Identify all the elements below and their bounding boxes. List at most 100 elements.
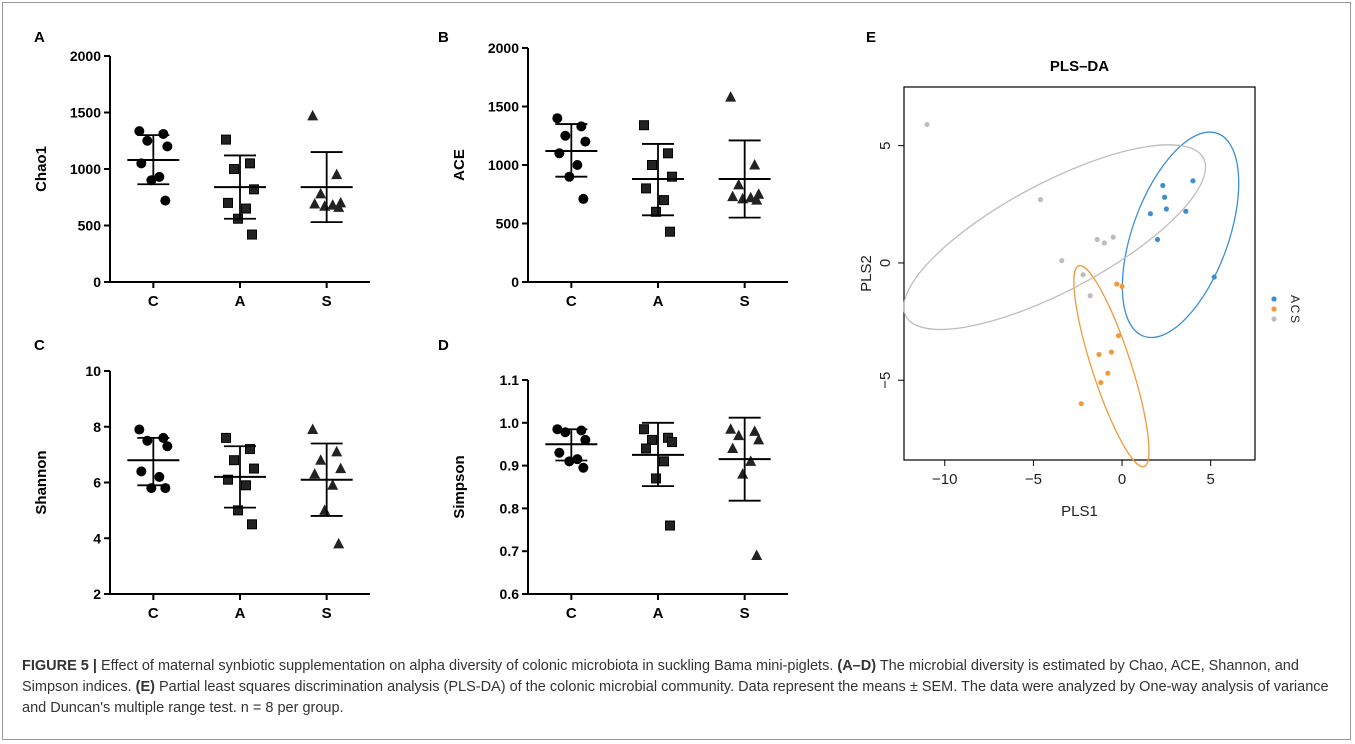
data-point	[1098, 380, 1103, 385]
data-point	[1119, 284, 1124, 289]
x-tick-label: S	[322, 605, 332, 622]
data-point	[652, 474, 661, 483]
data-point	[578, 463, 588, 473]
legend-marker	[1271, 296, 1276, 301]
y-axis-label: Shannon	[33, 450, 50, 514]
plsda-plot: PLS–DA−10 −5 0 5−505PLS1PLS2ACS	[858, 58, 1302, 520]
data-point	[1079, 401, 1084, 406]
legend-marker	[1271, 306, 1276, 311]
y-tick-label: 500	[496, 216, 520, 232]
data-point	[1080, 272, 1085, 277]
data-point	[309, 198, 320, 209]
panel-label-b: B	[438, 29, 449, 46]
y-axis-label: ACE	[451, 149, 468, 181]
data-point	[1111, 235, 1116, 240]
data-point	[560, 131, 570, 141]
x-tick-label: C	[566, 293, 577, 310]
legend-label: C	[1288, 305, 1302, 314]
y-tick-label: 1000	[488, 157, 519, 173]
series-s	[881, 110, 1229, 363]
y-tick-label: 4	[93, 530, 101, 546]
data-point	[737, 193, 748, 204]
legend-label: S	[1288, 315, 1302, 323]
data-point	[737, 468, 748, 479]
caption-text: Effect of maternal synbiotic supplementa…	[101, 658, 833, 674]
data-point	[335, 463, 346, 474]
legend-label: A	[1288, 295, 1302, 303]
y-tick-label: 10	[85, 363, 101, 379]
data-point	[309, 468, 320, 479]
data-point	[745, 455, 756, 466]
data-point	[154, 472, 164, 482]
y-tick-label: 0	[93, 274, 101, 290]
data-point	[1088, 293, 1093, 298]
y-tick-label: 0.7	[500, 543, 520, 559]
chao1-plot: 0 500 1000 1500 2000 Chao1 C A S	[33, 48, 370, 310]
group-a-series	[632, 121, 684, 236]
x-tick-label: 5	[1207, 471, 1215, 488]
data-point	[751, 549, 762, 560]
x-tick-label: A	[653, 293, 664, 310]
data-point	[1190, 178, 1195, 183]
y-tick-label: 2000	[488, 40, 519, 56]
data-point	[733, 179, 744, 190]
x-axis-label: PLS1	[1061, 503, 1098, 520]
data-point	[1095, 237, 1100, 242]
confidence-ellipse	[1099, 117, 1263, 353]
data-point	[250, 464, 259, 473]
data-point	[242, 481, 251, 490]
data-point	[1160, 183, 1165, 188]
y-axis-label: PLS2	[858, 255, 875, 292]
group-a-series	[632, 423, 684, 530]
data-point	[162, 441, 172, 451]
group-s-series	[719, 91, 771, 218]
x-tick-label: C	[148, 293, 159, 310]
x-tick-label: C	[148, 605, 159, 622]
panel-label-e: E	[866, 29, 876, 46]
group-s-series	[301, 110, 353, 222]
shannon-plot: 2 4 6 8 10 Shannon C A S	[33, 363, 370, 622]
y-axis-label: Chao1	[33, 146, 50, 192]
x-tick-label: A	[235, 293, 246, 310]
legend-marker	[1271, 316, 1276, 321]
x-tick-label: −5	[1025, 471, 1042, 488]
y-tick-label: 1000	[70, 161, 101, 177]
data-point	[727, 442, 738, 453]
data-point	[924, 122, 929, 127]
y-axis-label: Simpson	[451, 455, 468, 518]
data-point	[552, 113, 562, 123]
data-point	[160, 196, 170, 206]
x-tick-label: 0	[1118, 471, 1126, 488]
data-point	[1096, 352, 1101, 357]
data-point	[666, 227, 675, 236]
y-tick-label: 8	[93, 419, 101, 435]
data-point	[136, 466, 146, 476]
data-point	[753, 188, 764, 199]
group-c-series	[545, 113, 597, 204]
x-tick-label: S	[322, 293, 332, 310]
data-point	[572, 160, 582, 170]
data-point	[640, 121, 649, 130]
panel-label-a: A	[34, 29, 45, 46]
x-tick-label: S	[740, 605, 750, 622]
series-c	[1060, 260, 1162, 473]
data-point	[1102, 240, 1107, 245]
caption-ref-e: (E)	[136, 679, 155, 695]
data-point	[242, 204, 251, 213]
caption-figure-label: FIGURE 5 |	[22, 658, 97, 674]
data-point	[319, 200, 330, 211]
data-point	[1212, 274, 1217, 279]
x-tick-label: A	[235, 605, 246, 622]
data-point	[307, 110, 318, 121]
data-point	[1148, 211, 1153, 216]
y-tick-label: 0	[511, 274, 519, 290]
data-point	[327, 479, 338, 490]
data-point	[725, 423, 736, 434]
figure-caption: FIGURE 5 | Effect of maternal synbiotic …	[22, 656, 1337, 719]
data-point	[1109, 349, 1114, 354]
data-point	[1155, 237, 1160, 242]
group-s-series	[719, 418, 771, 560]
data-point	[230, 456, 239, 465]
data-point	[576, 426, 586, 436]
